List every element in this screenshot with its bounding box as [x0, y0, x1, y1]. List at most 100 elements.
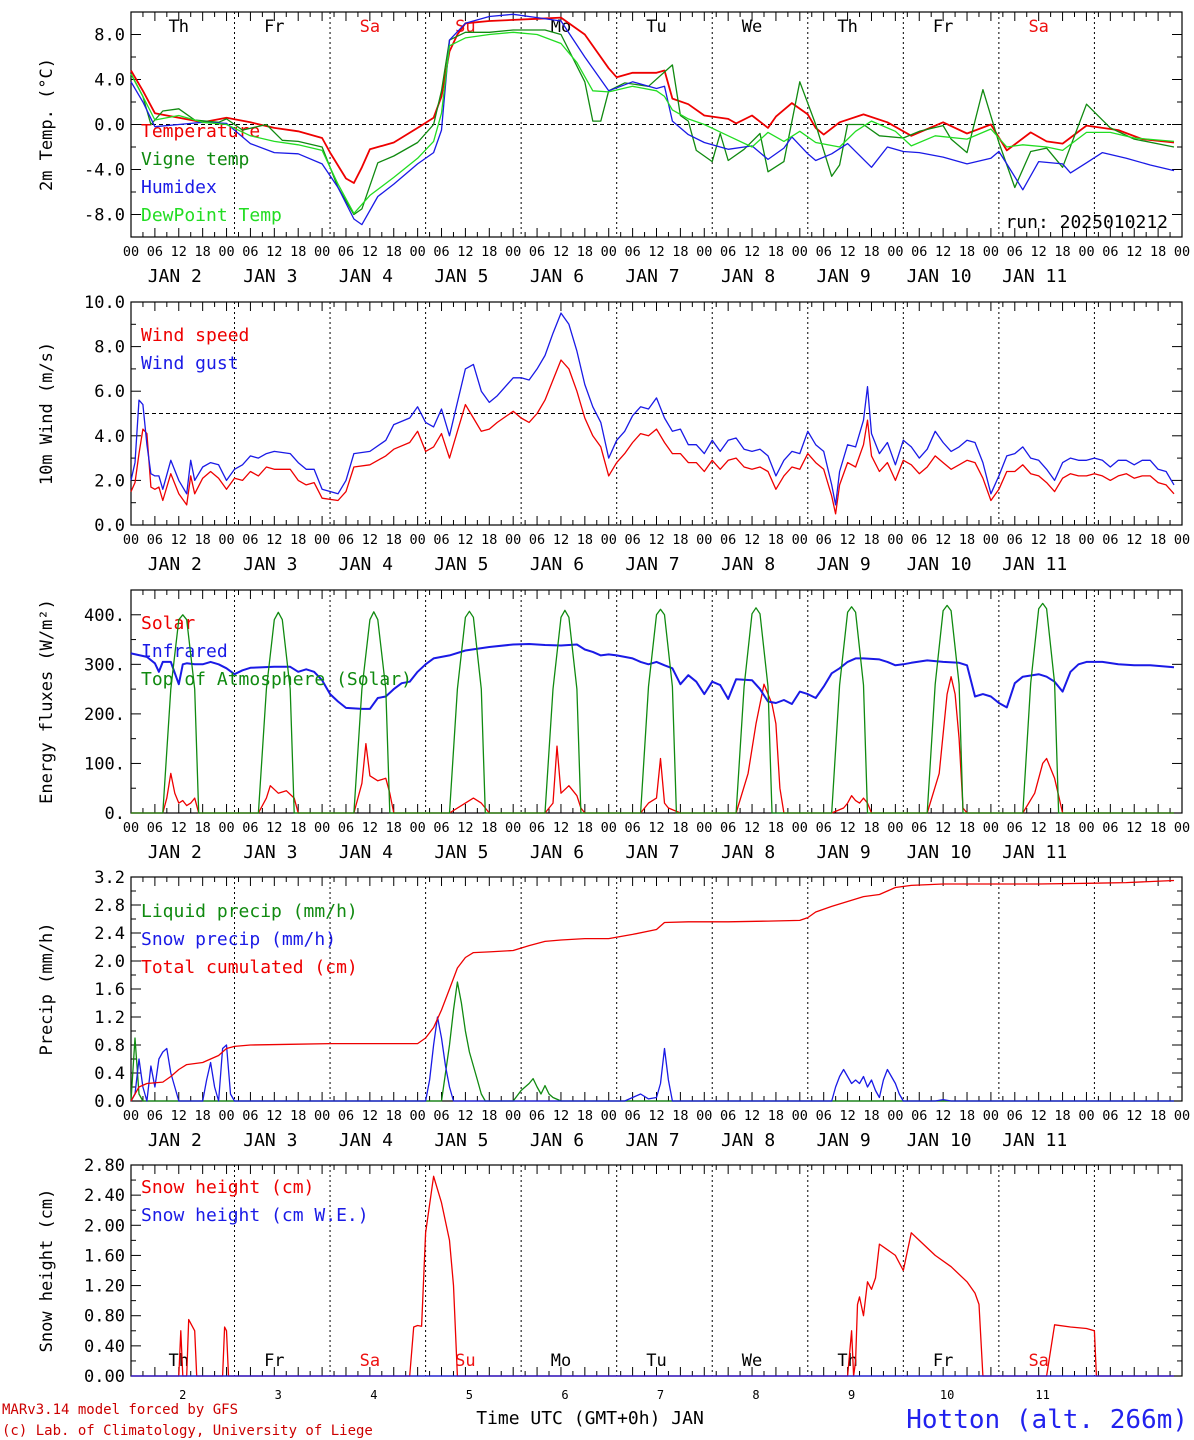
- hour-label: 00: [314, 532, 330, 548]
- hour-label: 12: [1126, 820, 1142, 836]
- hour-label: 06: [720, 1108, 736, 1124]
- hour-label: 12: [266, 1108, 282, 1124]
- hour-label: 00: [792, 820, 808, 836]
- hour-label: 12: [266, 820, 282, 836]
- day-number: 4: [370, 1388, 377, 1402]
- hour-label: 12: [171, 244, 187, 260]
- y-tick-label: 2.40: [84, 1186, 125, 1206]
- hour-label: 12: [839, 244, 855, 260]
- hour-label: 06: [911, 244, 927, 260]
- y-tick-label: 0.40: [84, 1337, 125, 1357]
- day-number: 3: [275, 1388, 282, 1402]
- hour-label: 18: [386, 820, 402, 836]
- hour-label: 18: [290, 532, 306, 548]
- y-axis-title: 2m Temp. (°C): [37, 58, 57, 191]
- hour-label: 12: [1031, 1108, 1047, 1124]
- legend-entry: Infrared: [141, 641, 228, 662]
- hour-label: 06: [147, 1108, 163, 1124]
- y-tick-label: 0.00: [84, 1367, 125, 1387]
- hour-label: 06: [624, 820, 640, 836]
- date-label: JAN 11: [1002, 842, 1067, 863]
- hour-label: 06: [338, 820, 354, 836]
- hour-label: 18: [481, 1108, 497, 1124]
- y-tick-label: 8.0: [94, 26, 125, 46]
- date-label: JAN 10: [907, 1130, 972, 1151]
- hour-label: 18: [863, 820, 879, 836]
- date-label: JAN 2: [148, 554, 202, 575]
- hour-label: 06: [242, 532, 258, 548]
- hour-label: 00: [601, 244, 617, 260]
- hour-label: 12: [1126, 1108, 1142, 1124]
- date-label: JAN 2: [148, 842, 202, 863]
- hour-label: 00: [983, 820, 999, 836]
- date-label: JAN 11: [1002, 1130, 1067, 1151]
- date-label: JAN 8: [721, 554, 775, 575]
- hour-label: 00: [218, 532, 234, 548]
- hour-label: 12: [744, 532, 760, 548]
- hour-label: 12: [1031, 820, 1047, 836]
- hour-label: 00: [410, 820, 426, 836]
- hour-label: 12: [457, 820, 473, 836]
- hour-label: 18: [768, 532, 784, 548]
- hour-label: 00: [123, 820, 139, 836]
- date-label: JAN 10: [907, 842, 972, 863]
- hour-label: 00: [696, 1108, 712, 1124]
- series-line-top-of-atmosphere-solar: [131, 602, 1174, 814]
- weekday-label: We: [742, 1351, 762, 1371]
- hour-label: 12: [648, 820, 664, 836]
- weekday-label: We: [742, 17, 762, 37]
- legend-entry: Vigne temp: [141, 149, 249, 170]
- series-line-vigne-temp: [130, 29, 1175, 216]
- hour-label: 12: [1031, 244, 1047, 260]
- weekday-label: Fr: [264, 1351, 284, 1371]
- hour-label: 18: [195, 532, 211, 548]
- legend-entry: Liquid precip (mm/h): [141, 901, 358, 922]
- hour-label: 00: [505, 532, 521, 548]
- y-tick-label: 400.: [84, 606, 125, 626]
- hour-label: 18: [768, 820, 784, 836]
- hour-label: 12: [648, 244, 664, 260]
- hour-label: 18: [386, 532, 402, 548]
- hour-label: 18: [672, 244, 688, 260]
- hour-label: 00: [1174, 820, 1190, 836]
- hour-label: 00: [1174, 532, 1190, 548]
- hour-label: 00: [218, 244, 234, 260]
- y-tick-label: -8.0: [84, 206, 125, 226]
- hour-label: 18: [290, 820, 306, 836]
- hour-label: 12: [935, 1108, 951, 1124]
- legend-entry: Snow precip (mm/h): [141, 929, 336, 950]
- hour-label: 18: [1054, 532, 1070, 548]
- hour-label: 18: [1150, 820, 1166, 836]
- series-line-total-cumulated-cm: [130, 879, 1175, 1102]
- hour-label: 00: [601, 532, 617, 548]
- hour-label: 00: [410, 1108, 426, 1124]
- hour-label: 06: [911, 532, 927, 548]
- hour-label: 00: [1174, 1108, 1190, 1124]
- hour-label: 12: [648, 532, 664, 548]
- hour-label: 06: [529, 1108, 545, 1124]
- y-tick-label: 2.80: [84, 1156, 125, 1176]
- hour-label: 06: [1102, 1108, 1118, 1124]
- day-number: 6: [561, 1388, 568, 1402]
- hour-label: 00: [123, 244, 139, 260]
- date-label: JAN 8: [721, 266, 775, 287]
- series-line-dewpoint-temp: [130, 31, 1175, 215]
- weekday-label: Su: [455, 1351, 475, 1371]
- hour-label: 18: [1054, 820, 1070, 836]
- y-tick-label: 2.4: [94, 924, 125, 944]
- hour-label: 12: [266, 532, 282, 548]
- series-line-snow-precip-mm-h: [130, 1016, 1174, 1102]
- hour-label: 06: [911, 820, 927, 836]
- hour-label: 12: [744, 820, 760, 836]
- panel-4: 3.2 2.8 2.4 2.0 1.6 1.2 0.8 0.4 0.0 Precip (mm/h)…: [37, 868, 1190, 1151]
- y-tick-label: 2.00: [84, 1216, 125, 1236]
- hour-label: 18: [672, 532, 688, 548]
- y-tick-label: 1.60: [84, 1246, 125, 1266]
- day-number: 8: [752, 1388, 759, 1402]
- hour-label: 06: [720, 244, 736, 260]
- hour-label: 00: [887, 532, 903, 548]
- hour-label: 18: [577, 820, 593, 836]
- hour-label: 18: [386, 1108, 402, 1124]
- date-label: JAN 9: [817, 554, 871, 575]
- date-label: JAN 9: [817, 266, 871, 287]
